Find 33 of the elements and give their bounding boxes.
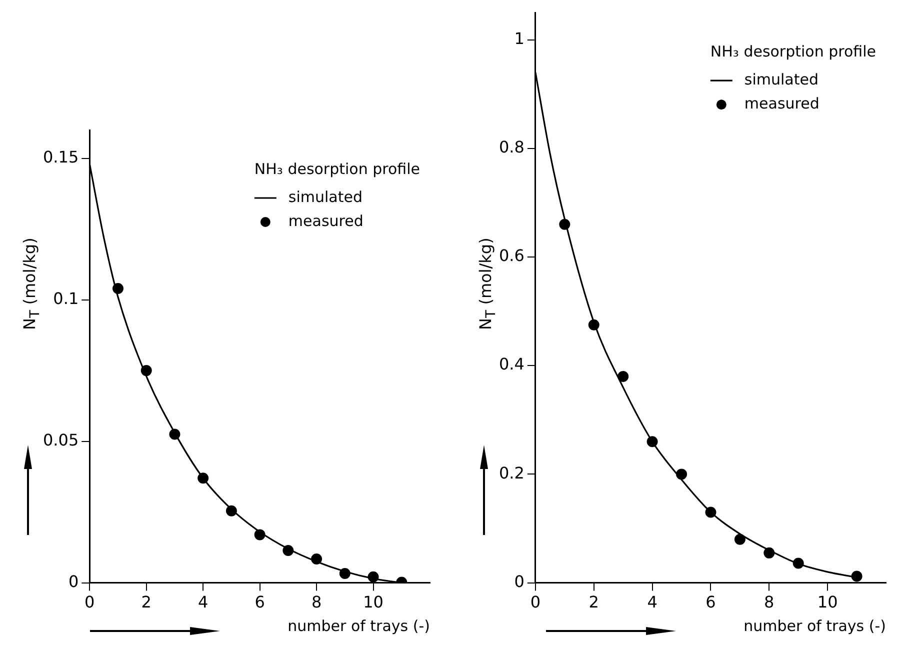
legend-label: measured xyxy=(744,94,820,112)
y-tick-label: 0.6 xyxy=(498,246,524,266)
point xyxy=(618,370,629,382)
x-tick-label: 2 xyxy=(141,592,152,612)
legend-label: simulated xyxy=(744,70,818,88)
legend-title: NH₃ desorption profile xyxy=(710,42,876,60)
y-tick-label: 0.15 xyxy=(43,147,79,166)
y-tick-label: 0 xyxy=(68,572,79,591)
legend-title: NH₃ desorption profile xyxy=(254,160,420,178)
x-tick-label: 0 xyxy=(84,592,95,612)
x-axis-title: number of trays (-) xyxy=(744,616,886,635)
x-tick-label: 8 xyxy=(311,592,322,612)
x-tick-label: 0 xyxy=(530,592,541,612)
x-tick-label: 6 xyxy=(706,592,716,612)
legend-label: measured xyxy=(288,212,364,230)
x-tick-label: 4 xyxy=(647,592,658,612)
point xyxy=(851,570,862,582)
y-tick-label: 0.8 xyxy=(498,138,524,157)
y-tick-label: 0 xyxy=(514,572,524,591)
x-tick-label: 6 xyxy=(254,592,265,612)
y-tick-label: 0.2 xyxy=(498,463,524,482)
x-tick-label: 4 xyxy=(198,592,208,612)
point xyxy=(734,534,746,545)
x-tick-label: 8 xyxy=(764,592,774,612)
y-tick-label: 0.4 xyxy=(498,354,524,374)
legend-label: simulated xyxy=(288,188,362,206)
x-tick-label: 10 xyxy=(817,592,838,612)
y-tick-label: 0.05 xyxy=(43,430,79,450)
x-tick-label: 10 xyxy=(363,592,384,612)
x-axis-title: number of trays (-) xyxy=(288,616,430,635)
y-tick-label: 1 xyxy=(514,28,524,48)
x-tick-label: 2 xyxy=(588,592,599,612)
y-tick-label: 0.1 xyxy=(53,288,79,308)
